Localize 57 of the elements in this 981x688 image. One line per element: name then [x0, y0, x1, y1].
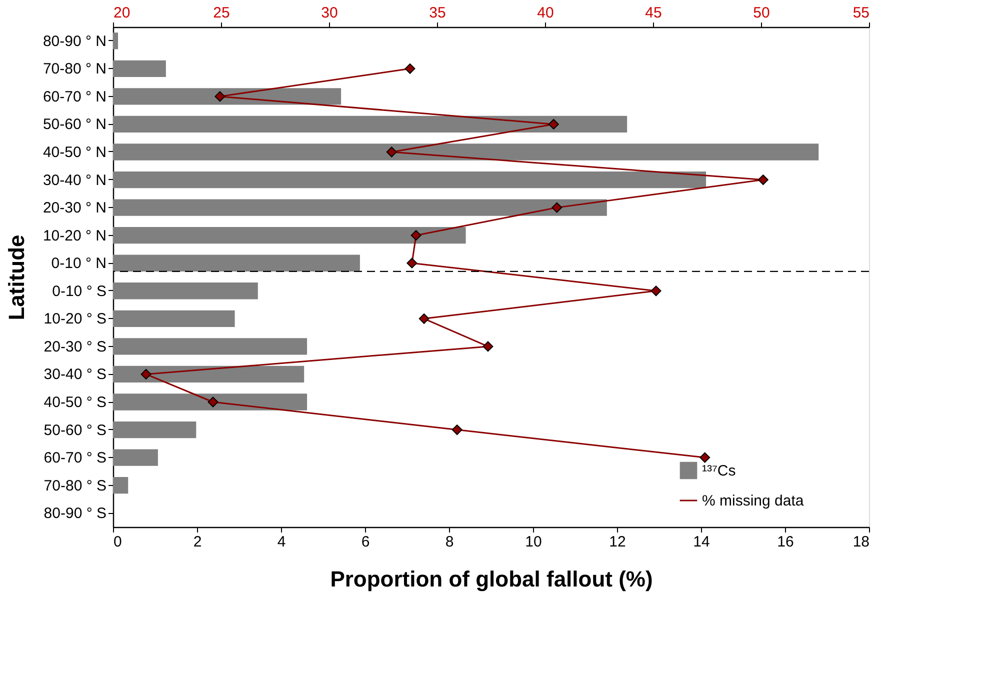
- x-tick-label: 12: [609, 534, 626, 550]
- bar: [113, 421, 196, 438]
- y-tick-label: 10-20 ° N: [42, 227, 106, 244]
- y-tick-label: 60-70 ° S: [44, 450, 106, 467]
- x-tick-label: 6: [361, 534, 370, 550]
- x-axis-title: Proportion of global fallout (%): [330, 566, 653, 592]
- y-tick-label: 40-50 ° N: [42, 144, 106, 161]
- bar: [113, 477, 128, 494]
- x-tick-label: 2: [193, 534, 202, 550]
- bar: [113, 338, 308, 355]
- bar: [113, 449, 158, 466]
- y-tick-label: 10-20 ° S: [44, 310, 106, 328]
- x2-tick-label: 55: [852, 4, 870, 22]
- x-tick-label: 14: [693, 534, 710, 550]
- bar: [113, 144, 819, 160]
- y-tick-label: 30-40 ° S: [44, 366, 106, 384]
- y-tick-label: 40-50 ° S: [44, 394, 106, 411]
- y-tick-label: 50-60 ° N: [42, 116, 106, 134]
- legend-label: ¹³⁷Cs: [702, 462, 736, 480]
- bar: [113, 227, 466, 244]
- x-tick-label: 16: [777, 534, 794, 550]
- y-tick-label: 0-10 ° S: [52, 282, 106, 300]
- y-tick-label: 20-30 ° S: [44, 338, 106, 356]
- x2-tick-label: 40: [537, 4, 554, 22]
- bar: [113, 60, 166, 77]
- bar: [113, 171, 706, 188]
- bar: [113, 88, 342, 105]
- x-tick-label: 10: [525, 534, 542, 550]
- bar: [113, 310, 235, 327]
- y-tick-label: 70-80 ° S: [44, 477, 106, 494]
- x2-tick-label: 50: [753, 4, 770, 22]
- y-tick-label: 80-90 ° N: [42, 32, 106, 50]
- x2-tick-label: 45: [645, 4, 662, 22]
- bar: [113, 394, 308, 410]
- x-tick-label: 18: [852, 534, 870, 550]
- x-tick-label: 8: [445, 534, 454, 550]
- bar: [113, 366, 304, 383]
- x2-tick-label: 25: [213, 4, 230, 22]
- bar: [113, 32, 118, 50]
- y-tick-label: 20-30 ° N: [42, 200, 106, 217]
- y-tick-label: 0-10 ° N: [51, 255, 106, 272]
- y-tick-label: 70-80 ° N: [42, 60, 106, 78]
- y-tick-label: 80-90 ° S: [44, 505, 106, 522]
- y-tick-label: 60-70 ° N: [42, 88, 106, 106]
- x2-tick-label: 35: [429, 4, 446, 22]
- y-tick-label: 50-60 ° S: [44, 422, 106, 439]
- bar: [113, 199, 607, 216]
- legend-label: % missing data: [702, 492, 804, 510]
- x2-tick-label: 30: [321, 4, 338, 22]
- y-axis-title: Latitude: [4, 234, 29, 320]
- x-tick-label: 0: [114, 534, 122, 550]
- bar: [113, 254, 360, 272]
- x-tick-label: 4: [277, 534, 286, 550]
- x2-tick-label: 20: [114, 4, 130, 22]
- y-tick-label: 30-40 ° N: [42, 172, 106, 189]
- bar: [113, 116, 628, 133]
- bar: [113, 282, 258, 300]
